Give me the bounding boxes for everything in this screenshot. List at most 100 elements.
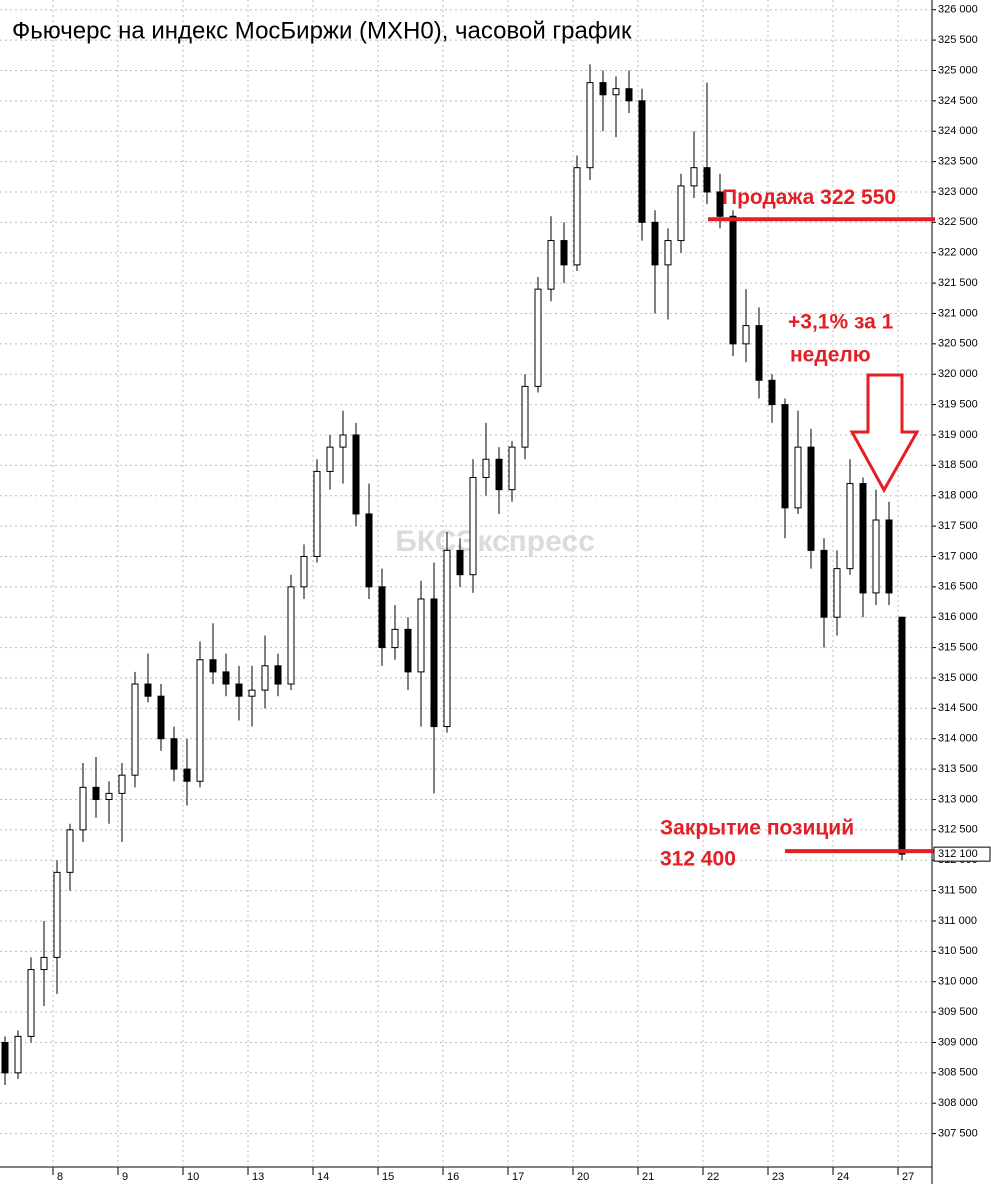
y-tick-label: 326 000 [938,4,978,16]
candle-body [820,549,828,618]
y-tick-label: 311 000 [938,915,977,927]
candle-body [872,519,880,594]
y-tick-label: 315 500 [938,641,978,653]
candle-body [482,458,490,478]
y-tick-label: 321 000 [938,307,978,319]
candle-body [131,683,139,776]
y-tick-label: 314 000 [938,733,978,745]
y-tick-label: 313 500 [938,763,978,775]
x-tick-label: 27 [902,1171,914,1183]
candle-body [807,446,815,551]
candle-body [79,786,87,831]
candle-body [326,446,334,472]
candle-body [40,956,48,971]
candle-body [599,82,607,96]
candle-body [742,325,750,345]
sell-label: Продажа 322 550 [722,186,896,209]
last-price-box [933,846,991,862]
last-price-label: 312 100 [938,848,978,860]
candle-body [521,385,529,448]
candle-body [235,683,243,697]
x-tick-label: 8 [57,1171,63,1183]
candle-body [222,671,230,685]
y-tick-label: 309 000 [938,1036,978,1048]
candle-body [196,659,204,782]
candle-body [716,191,724,217]
candle-body [690,167,698,187]
y-tick-label: 322 000 [938,247,978,259]
x-tick-label: 22 [707,1171,719,1183]
y-tick-label: 319 500 [938,398,978,410]
y-tick-label: 310 000 [938,976,978,988]
candle-body [638,100,646,223]
candle-body [53,871,61,958]
exit-label: Закрытие позиций [660,817,854,840]
candle-body [794,446,802,509]
candle-body [755,325,763,381]
chart-title: Фьючерс на индекс МосБиржи (MXH0), часов… [12,17,632,44]
x-tick-label: 17 [512,1171,524,1183]
x-tick-label: 24 [837,1171,849,1183]
y-tick-label: 323 500 [938,156,978,168]
axis: 307 500 308 000 308 500 309 000 309 500 310 0… [52,4,991,1183]
candle-body [105,792,113,800]
grid [0,0,932,1167]
candle-body [625,88,633,102]
candle-body [859,483,867,594]
candle-body [586,82,594,169]
candle-body [781,404,789,509]
candle-body [768,379,776,406]
x-tick-label: 10 [187,1171,199,1183]
y-tick-label: 317 000 [938,550,978,562]
y-tick-label: 313 000 [938,793,978,805]
arrow [849,373,920,494]
y-tick-label: 314 500 [938,702,978,714]
candle-body [118,774,126,794]
y-tick-label: 309 500 [938,1006,978,1018]
y-tick-label: 322 500 [938,216,978,228]
candle-body [534,288,542,387]
candle-body [898,616,906,855]
y-tick-label: 321 500 [938,277,978,289]
x-tick-label: 21 [642,1171,654,1183]
candle-body [664,240,672,266]
y-tick-label: 318 500 [938,459,978,471]
y-tick-label: 308 000 [938,1097,978,1109]
candle-body [469,476,477,576]
y-tick-label: 325 000 [938,64,978,76]
candle-body [248,689,256,697]
candle-body [261,665,269,691]
candle-body [833,568,841,618]
x-tick-label: 14 [317,1171,329,1183]
y-tick-label: 310 500 [938,945,978,957]
candle-body [66,829,74,873]
candle-body [547,240,555,290]
candle-body [391,628,399,649]
candle-body [560,240,568,266]
x-tick-label: 20 [577,1171,589,1183]
y-tick-label: 324 000 [938,125,978,137]
candle-body [677,185,685,242]
y-tick-label: 320 500 [938,338,978,350]
y-tick-label: 316 500 [938,581,978,593]
y-tick-label: 318 000 [938,490,978,502]
y-tick-label: 317 500 [938,520,978,532]
y-tick-label: 324 500 [938,95,978,107]
x-tick-label: 15 [382,1171,394,1183]
y-tick-label: 319 000 [938,429,978,441]
candle-body [1,1041,9,1074]
candle-body [300,555,308,588]
candle-body [885,519,893,594]
candle-body [573,167,581,266]
candle-body [27,969,35,1037]
y-tick-label: 316 000 [938,611,978,623]
candle-body [339,434,347,448]
candle-body [508,446,516,491]
candle-body [846,483,854,570]
candle-body [183,768,191,782]
candle-body [612,88,620,96]
x-tick-label: 13 [252,1171,264,1183]
candle-body [313,470,321,557]
y-tick-label: 325 500 [938,34,978,46]
